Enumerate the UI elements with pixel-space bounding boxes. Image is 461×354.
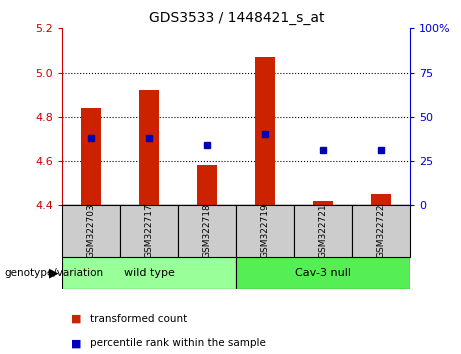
- Text: percentile rank within the sample: percentile rank within the sample: [90, 338, 266, 348]
- Bar: [371, 194, 391, 205]
- Bar: [178, 205, 236, 257]
- Text: GSM322722: GSM322722: [377, 204, 386, 258]
- Text: GSM322718: GSM322718: [203, 204, 212, 258]
- Text: GSM322717: GSM322717: [145, 204, 154, 258]
- Text: GSM322719: GSM322719: [261, 204, 270, 258]
- Text: GSM322703: GSM322703: [87, 204, 96, 258]
- Bar: [313, 201, 333, 205]
- Text: GSM322721: GSM322721: [319, 204, 328, 258]
- Bar: [81, 108, 101, 205]
- Bar: [352, 205, 410, 257]
- Text: Cav-3 null: Cav-3 null: [296, 268, 351, 278]
- Title: GDS3533 / 1448421_s_at: GDS3533 / 1448421_s_at: [148, 11, 324, 24]
- Text: ▶: ▶: [49, 266, 59, 279]
- Bar: [62, 205, 120, 257]
- Text: wild type: wild type: [124, 268, 175, 278]
- Text: genotype/variation: genotype/variation: [5, 268, 104, 278]
- Bar: [120, 205, 178, 257]
- Bar: [236, 257, 410, 289]
- Text: transformed count: transformed count: [90, 314, 187, 324]
- Bar: [62, 257, 236, 289]
- Bar: [294, 205, 352, 257]
- Bar: [197, 166, 218, 205]
- Text: ■: ■: [71, 314, 82, 324]
- Bar: [139, 90, 160, 205]
- Bar: [236, 205, 294, 257]
- Bar: [255, 57, 275, 205]
- Text: ■: ■: [71, 338, 82, 348]
